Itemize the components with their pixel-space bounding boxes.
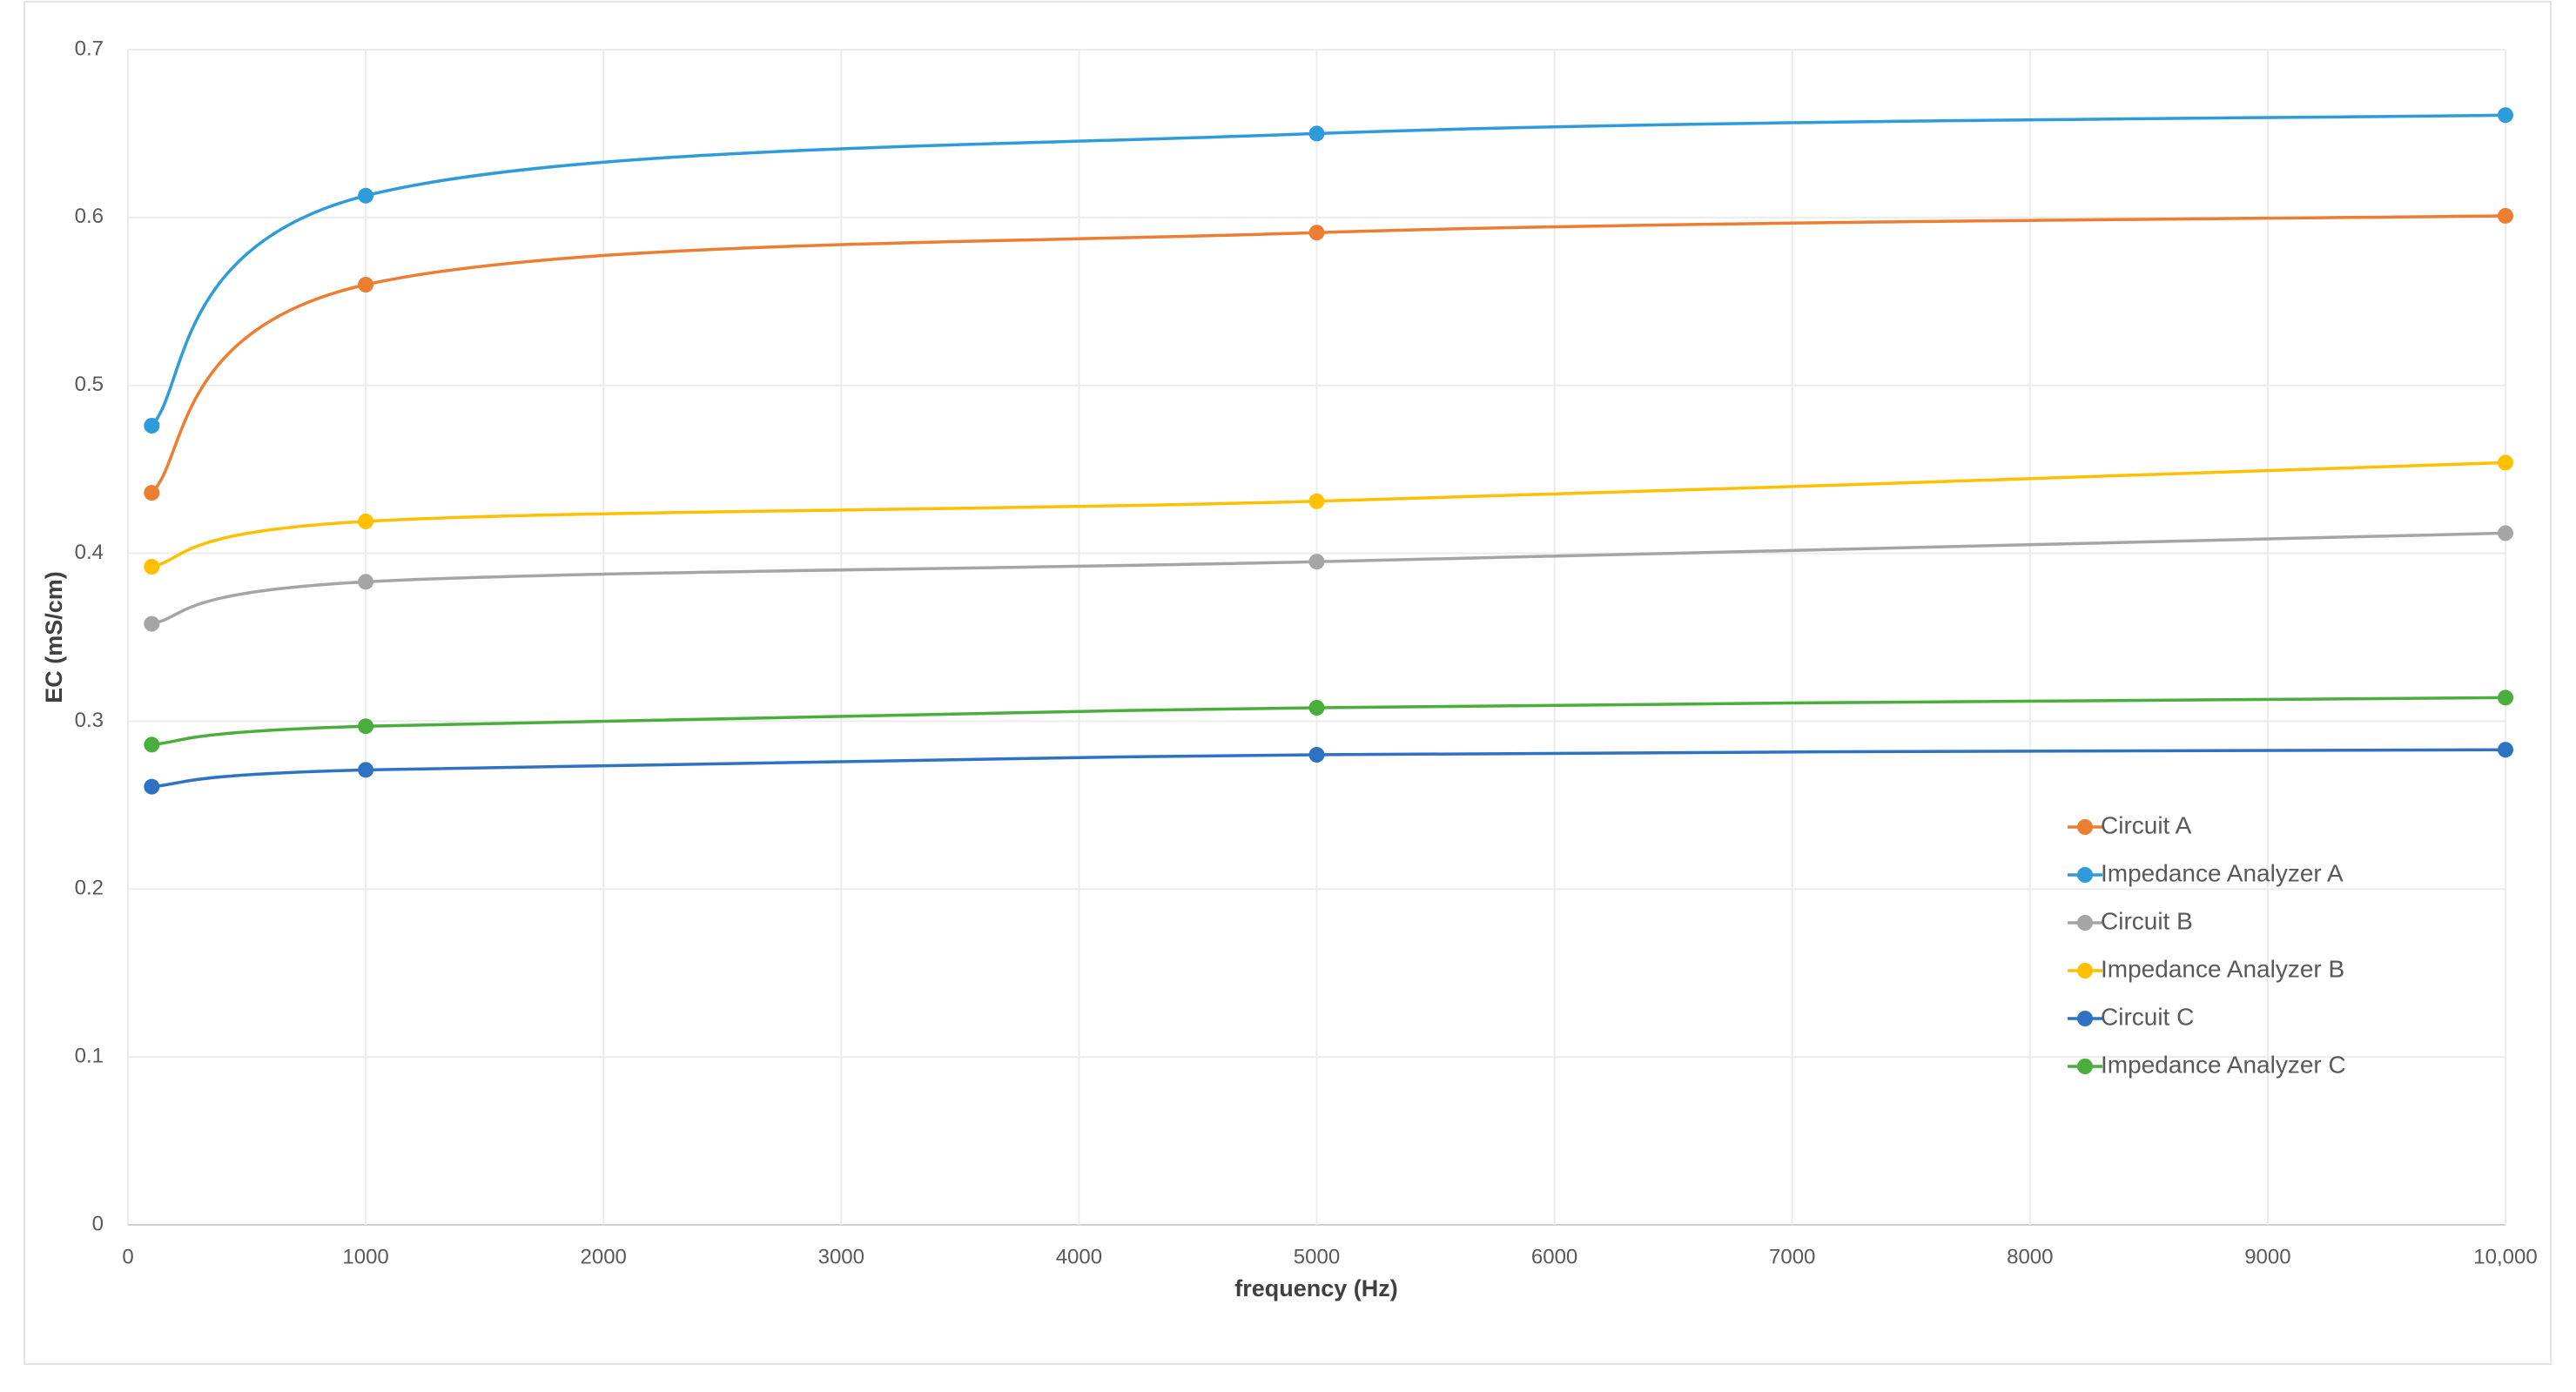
data-point [358, 513, 374, 529]
x-tick-label: 0 [122, 1245, 133, 1268]
legend-text: Circuit C [2101, 1003, 2194, 1030]
data-point [144, 736, 160, 753]
data-point [2498, 525, 2513, 541]
series-line [151, 531, 2506, 626]
data-point [2498, 107, 2513, 124]
legend-marker [2077, 1059, 2093, 1074]
x-tick-label: 2000 [581, 1245, 627, 1268]
legend-marker [2077, 867, 2093, 883]
y-tick-label: 0.5 [75, 373, 104, 396]
x-tick-label: 8000 [2007, 1245, 2053, 1268]
y-axis-title: EC (mS/cm) [41, 571, 67, 703]
data-point [2498, 454, 2513, 471]
legend-text: Impedance Analyzer C [2101, 1051, 2346, 1078]
y-tick-label: 0 [92, 1212, 104, 1235]
data-point [358, 574, 374, 590]
x-tick-label: 9000 [2244, 1245, 2290, 1268]
data-point [358, 187, 374, 204]
y-tick-label: 0.1 [75, 1044, 104, 1067]
data-point [358, 718, 374, 735]
data-point [144, 559, 160, 575]
x-tick-label: 7000 [1769, 1245, 1815, 1268]
legend-marker [2077, 819, 2093, 835]
y-tick-label: 0.4 [75, 541, 104, 564]
series-line [151, 696, 2506, 747]
x-tick-label: 6000 [1531, 1245, 1577, 1268]
x-tick-label: 10,000 [2473, 1245, 2537, 1268]
data-point [144, 778, 160, 795]
y-tick-label: 0.6 [75, 205, 104, 228]
data-point [144, 418, 160, 434]
y-tick-label: 0.3 [75, 709, 104, 732]
x-tick-label: 5000 [1294, 1245, 1340, 1268]
legend-marker [2077, 963, 2093, 978]
legend-text: Circuit B [2101, 907, 2193, 934]
data-point [1308, 554, 1325, 570]
data-point [2498, 207, 2513, 224]
legend-marker [2077, 915, 2093, 931]
data-point [358, 277, 374, 293]
data-point [1308, 493, 1325, 509]
legend-text: Circuit A [2101, 811, 2192, 838]
legend-text: Impedance Analyzer B [2101, 955, 2344, 982]
data-point [1308, 225, 1325, 241]
x-tick-label: 4000 [1056, 1245, 1102, 1268]
x-tick-label: 3000 [818, 1245, 864, 1268]
data-point [1308, 747, 1325, 763]
chart-border [24, 1, 2552, 1365]
data-point [2498, 689, 2513, 706]
data-point [1308, 700, 1325, 716]
legend-marker [2077, 1011, 2093, 1026]
series-line [151, 113, 2506, 427]
x-tick-label: 1000 [342, 1245, 388, 1268]
data-point [144, 615, 160, 632]
series-line [151, 748, 2506, 789]
legend-text: Impedance Analyzer A [2101, 859, 2344, 886]
y-tick-label: 0.7 [75, 37, 104, 60]
data-point [1308, 125, 1325, 142]
series-line [151, 461, 2506, 568]
data-point [144, 485, 160, 501]
data-point [2498, 742, 2513, 758]
y-tick-label: 0.2 [75, 877, 104, 900]
data-point [358, 762, 374, 778]
series-line [151, 214, 2506, 494]
x-axis-title: frequency (Hz) [1234, 1275, 1398, 1301]
